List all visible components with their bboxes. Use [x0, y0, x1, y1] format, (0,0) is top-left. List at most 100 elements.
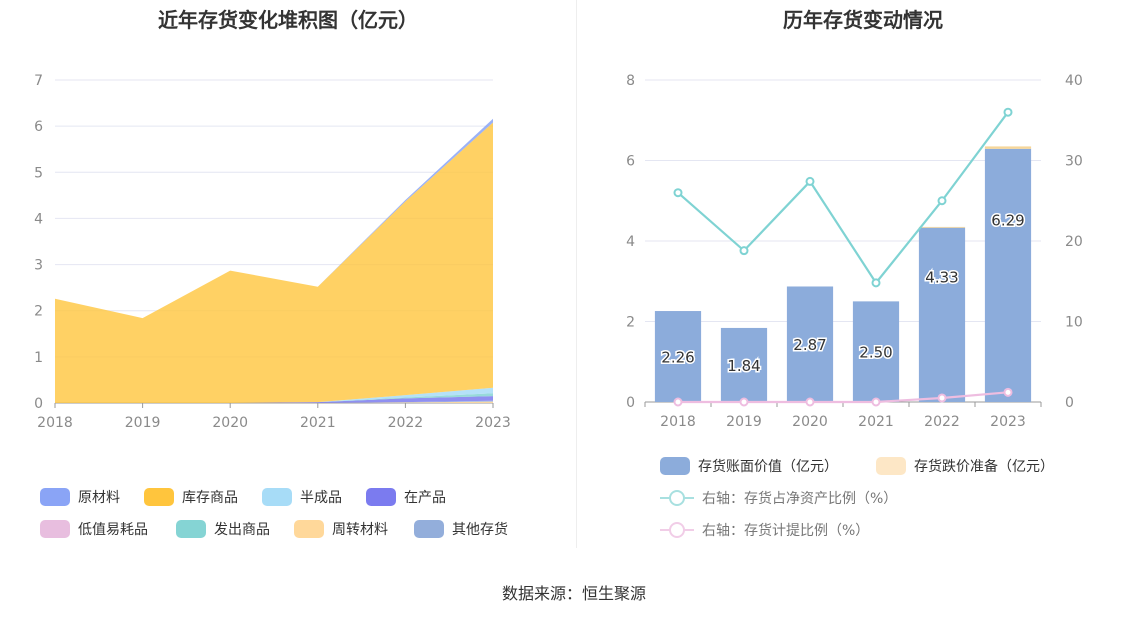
y-left-tick-label: 6: [626, 154, 635, 170]
y-tick-label: 7: [34, 73, 43, 89]
data-source-note: 数据来源：恒生聚源: [501, 584, 646, 603]
legend-item-book-value[interactable]: 存货账面价值（亿元）: [660, 456, 838, 476]
legend-item-net-asset-ratio[interactable]: 右轴：存货占净资产比例（%）: [660, 488, 897, 508]
legend-swatch: [366, 488, 396, 506]
y-tick-label: 0: [34, 396, 43, 412]
legend-line-marker: [660, 521, 694, 539]
legend-label: 低值易耗品: [78, 522, 148, 538]
legend-label: 右轴：存货计提比例（%）: [702, 523, 870, 539]
legend-item-other-inventory[interactable]: 其他存货: [414, 519, 508, 539]
legend-label: 半成品: [300, 490, 342, 506]
x-tick-label: 2020: [792, 414, 828, 430]
bar-data-label: 6.29: [991, 212, 1024, 230]
area-series-5: [55, 393, 493, 403]
bar-book-value: [720, 327, 768, 402]
line-point: [1003, 387, 1013, 397]
line-point: [937, 196, 947, 206]
y-left-tick-label: 2: [626, 315, 635, 331]
bar-line-combo-chart: 0 2 4 6 8 0 10 20 30 40 2018 2019 2020 2021 2022 2023 2.…: [626, 73, 1083, 430]
bar-data-label: 2.50: [859, 344, 892, 362]
area-series-2: [55, 387, 493, 403]
bar-data-label: 1.84: [727, 357, 760, 375]
line-series-2: [677, 111, 1009, 285]
stacked-area-chart: 0 1 2 3 4 5 6 7 2018 2019 2020 2021 2022 2023: [34, 73, 511, 431]
x-tick-label: 2020: [212, 415, 248, 431]
bar-book-value: [654, 311, 702, 402]
bar-impairment: [918, 226, 966, 228]
bar-book-value: [918, 227, 966, 402]
legend-swatch: [414, 520, 444, 538]
legend-swatch: [176, 520, 206, 538]
y-right-tick-label: 20: [1065, 234, 1083, 250]
legend-label: 右轴：存货占净资产比例（%）: [702, 491, 898, 507]
legend-item-work-in-progress[interactable]: 在产品: [366, 487, 446, 507]
x-tick-label: 2019: [726, 414, 762, 430]
y-tick-label: 5: [34, 165, 43, 181]
legend-swatch: [294, 520, 324, 538]
bar-book-value: [984, 148, 1032, 402]
x-tick-label: 2022: [388, 415, 424, 431]
y-tick-label: 6: [34, 119, 43, 135]
legend-label: 周转材料: [332, 522, 388, 538]
x-tick-label: 2018: [660, 414, 696, 430]
x-tick-label: 2023: [475, 415, 511, 431]
legend-label: 发出商品: [214, 522, 270, 538]
line-point: [805, 176, 815, 186]
x-tick-label: 2021: [300, 415, 336, 431]
x-tick-label: 2019: [125, 415, 161, 431]
bar-data-label: 2.26: [661, 349, 694, 367]
legend-swatch: [40, 520, 70, 538]
x-tick-label: 2018: [37, 415, 73, 431]
line-point: [805, 397, 815, 407]
legend-label: 在产品: [404, 490, 446, 506]
legend-label: 存货账面价值（亿元）: [698, 459, 838, 475]
line-point: [871, 278, 881, 288]
legend-label: 存货跌价准备（亿元）: [914, 459, 1054, 475]
x-tick-label: 2022: [924, 414, 960, 430]
x-tick-label: 2021: [858, 414, 894, 430]
legend-item-provision-ratio[interactable]: 右轴：存货计提比例（%）: [660, 520, 869, 540]
y-tick-label: 4: [34, 211, 43, 227]
y-left-tick-label: 4: [626, 234, 635, 250]
area-series-3: [55, 396, 493, 403]
legend-item-impairment-provision[interactable]: 存货跌价准备（亿元）: [876, 456, 1054, 476]
line-point: [673, 397, 683, 407]
y-tick-label: 2: [34, 304, 43, 320]
legend-item-semi-finished[interactable]: 半成品: [262, 487, 342, 507]
x-tick-label: 2023: [990, 414, 1026, 430]
legend-item-low-value-consumables[interactable]: 低值易耗品: [40, 519, 148, 539]
y-right-tick-label: 10: [1065, 315, 1083, 331]
bar-book-value: [786, 286, 834, 402]
legend-line-marker: [660, 489, 694, 507]
y-tick-label: 3: [34, 258, 43, 274]
legend-item-goods-shipped[interactable]: 发出商品: [176, 519, 270, 539]
y-left-tick-label: 0: [626, 395, 635, 411]
line-series-3: [678, 391, 1009, 404]
line-point: [739, 246, 749, 256]
left-chart-title: 近年存货变化堆积图（亿元）: [158, 8, 418, 32]
legend-swatch: [144, 488, 174, 506]
area-series-1: [55, 122, 493, 404]
stacked-area-chart-panel: 近年存货变化堆积图（亿元） 0 1 2 3 4 5 6 7 2018 2019 2020 2021 20…: [0, 0, 576, 560]
bar-data-label: 2.87: [793, 336, 826, 354]
y-tick-label: 1: [34, 350, 43, 366]
line-point: [739, 397, 749, 407]
bar-book-value: [852, 301, 900, 402]
y-right-tick-label: 40: [1065, 73, 1083, 89]
legend-label: 库存商品: [182, 490, 238, 506]
legend-item-raw-materials[interactable]: 原材料: [40, 487, 120, 507]
inventory-change-chart-panel: 历年存货变动情况 0 2 4 6 8 0 10 20 30 40 2018 2019 2020 2021 2…: [578, 0, 1148, 560]
bar-impairment: [984, 146, 1032, 149]
panel-divider: [576, 0, 577, 548]
legend-swatch: [660, 457, 690, 475]
right-chart-title: 历年存货变动情况: [783, 8, 943, 32]
y-left-tick-label: 8: [626, 73, 635, 89]
legend-item-turnover-materials[interactable]: 周转材料: [294, 519, 388, 539]
legend-label: 其他存货: [452, 522, 508, 538]
y-right-tick-label: 0: [1065, 395, 1074, 411]
legend-item-finished-goods[interactable]: 库存商品: [144, 487, 238, 507]
area-series-6: [55, 401, 493, 403]
legend-swatch: [876, 457, 906, 475]
line-point: [937, 393, 947, 403]
legend-swatch: [40, 488, 70, 506]
